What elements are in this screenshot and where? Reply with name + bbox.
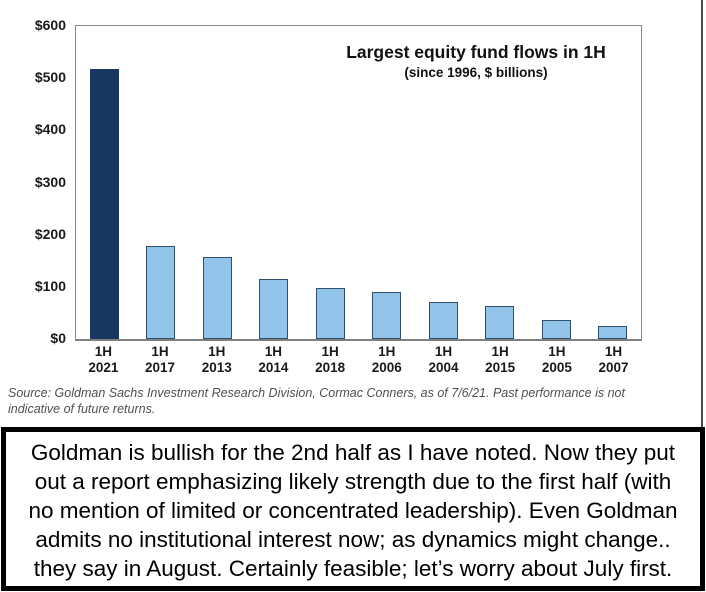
x-axis-label-2014: 1H 2014 xyxy=(258,344,289,375)
y-axis-tick-label: $100 xyxy=(34,277,66,294)
y-axis-tick-label: $0 xyxy=(50,330,66,346)
x-axis-label-2015: 1H 2015 xyxy=(485,344,516,375)
bar-slot xyxy=(472,26,528,339)
image-right-edge-line xyxy=(701,0,703,427)
x-axis-label-2021: 1H 2021 xyxy=(88,344,119,375)
chart-title-block: Largest equity fund flows in 1H (since 1… xyxy=(311,42,641,81)
x-axis-label-2018: 1H 2018 xyxy=(315,344,346,375)
source-note-line1: Source: Goldman Sachs Investment Researc… xyxy=(8,386,625,400)
bar-1h-2018 xyxy=(315,288,345,339)
bar-1h-2007 xyxy=(598,326,628,339)
bar-1h-2013 xyxy=(202,257,232,339)
x-axis-labels: 1H 2021 1H 2017 1H 2013 1H 2014 1H 2018 1H 2006 1H 20… xyxy=(75,344,642,376)
x-axis-label-2017: 1H 2017 xyxy=(145,344,176,375)
y-axis-tick-label: $400 xyxy=(34,121,66,138)
y-axis-tick-label: $300 xyxy=(34,173,66,190)
commentary-line: Goldman is bullish for the 2nd half as I… xyxy=(30,440,676,465)
bar-slot xyxy=(359,26,415,339)
bar-1h-2006 xyxy=(372,292,402,339)
bar-slot xyxy=(246,26,302,339)
bar-slot xyxy=(189,26,245,339)
x-axis-label-2006: 1H 2006 xyxy=(371,344,402,375)
y-axis-tick-label: $500 xyxy=(34,69,66,86)
commentary-box: Goldman is bullish for the 2nd half as I… xyxy=(1,427,705,591)
commentary-line: admits no institutional interest now; as… xyxy=(35,527,671,552)
chart-title: Largest equity fund flows in 1H xyxy=(346,42,606,62)
bar-slot xyxy=(528,26,584,339)
source-note-line2: indicative of future returns. xyxy=(8,402,156,416)
source-note: Source: Goldman Sachs Investment Researc… xyxy=(8,385,700,417)
y-axis-tick-label: $600 xyxy=(34,17,66,33)
bar-1h-2004 xyxy=(428,302,458,339)
plot-area: Largest equity fund flows in 1H (since 1… xyxy=(75,25,642,341)
bars xyxy=(76,26,641,339)
bar-1h-2017 xyxy=(146,246,176,339)
chart-subtitle: (since 1996, $ billions) xyxy=(404,65,548,80)
bar-slot xyxy=(302,26,358,339)
bar-slot xyxy=(415,26,471,339)
bar-1h-2005 xyxy=(541,320,571,339)
x-axis-label-2007: 1H 2007 xyxy=(598,344,629,375)
bar-slot xyxy=(585,26,641,339)
commentary-line: no mention of limited or concentrated le… xyxy=(28,498,678,523)
commentary-line: they say in August. Certainly feasible; … xyxy=(33,556,673,581)
bar-1h-2014 xyxy=(259,279,289,339)
x-axis-label-2013: 1H 2013 xyxy=(201,344,232,375)
x-axis-label-2005: 1H 2005 xyxy=(541,344,572,375)
bar-slot xyxy=(76,26,132,339)
commentary-line: out a report emphasizing likely strength… xyxy=(34,469,672,494)
y-axis-tick-label: $200 xyxy=(34,225,66,242)
bar-slot xyxy=(133,26,189,339)
bar-1h-2021 xyxy=(89,69,119,339)
bar-1h-2015 xyxy=(485,306,515,339)
x-axis-label-2004: 1H 2004 xyxy=(428,344,459,375)
